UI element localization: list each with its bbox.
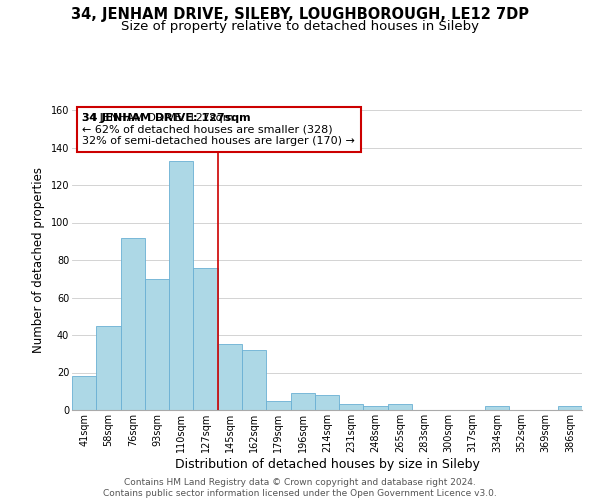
Text: Size of property relative to detached houses in Sileby: Size of property relative to detached ho… xyxy=(121,20,479,33)
Bar xyxy=(218,344,242,410)
Bar xyxy=(145,279,169,410)
Text: 34, JENHAM DRIVE, SILEBY, LOUGHBOROUGH, LE12 7DP: 34, JENHAM DRIVE, SILEBY, LOUGHBOROUGH, … xyxy=(71,8,529,22)
Bar xyxy=(315,395,339,410)
X-axis label: Distribution of detached houses by size in Sileby: Distribution of detached houses by size … xyxy=(175,458,479,470)
Bar xyxy=(96,326,121,410)
Y-axis label: Number of detached properties: Number of detached properties xyxy=(32,167,45,353)
Text: Contains HM Land Registry data © Crown copyright and database right 2024.
Contai: Contains HM Land Registry data © Crown c… xyxy=(103,478,497,498)
Bar xyxy=(290,393,315,410)
Bar xyxy=(266,400,290,410)
Bar xyxy=(364,406,388,410)
Text: 34 JENHAM DRIVE: 127sqm: 34 JENHAM DRIVE: 127sqm xyxy=(82,113,251,134)
Bar xyxy=(169,160,193,410)
Bar xyxy=(558,406,582,410)
Bar xyxy=(339,404,364,410)
Bar xyxy=(72,376,96,410)
Bar xyxy=(242,350,266,410)
Bar xyxy=(193,268,218,410)
Bar xyxy=(121,238,145,410)
Text: 34 JENHAM DRIVE: 127sqm
← 62% of detached houses are smaller (328)
32% of semi-d: 34 JENHAM DRIVE: 127sqm ← 62% of detache… xyxy=(82,113,355,146)
Bar xyxy=(388,404,412,410)
Bar xyxy=(485,406,509,410)
